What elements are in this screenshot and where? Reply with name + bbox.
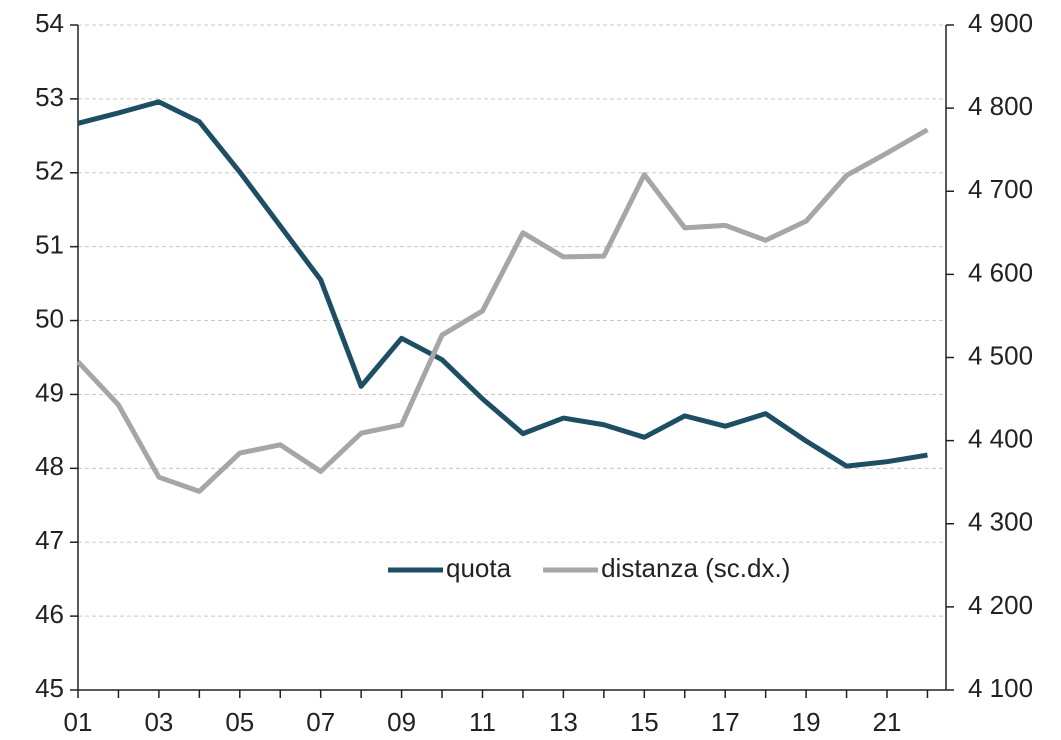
y-tick-label: 45	[35, 673, 64, 703]
legend-label: distanza (sc.dx.)	[601, 553, 790, 583]
x-tick-label: 19	[792, 707, 821, 737]
y2-tick-label: 4 700	[968, 174, 1033, 204]
y2-tick-label: 4 900	[968, 8, 1033, 38]
y2-tick-label: 4 800	[968, 91, 1033, 121]
x-tick-label: 21	[873, 707, 902, 737]
x-tick-label: 07	[306, 707, 335, 737]
y-tick-label: 49	[35, 377, 64, 407]
x-tick-label: 17	[711, 707, 740, 737]
y2-tick-label: 4 300	[968, 507, 1033, 537]
y-tick-label: 52	[35, 156, 64, 186]
x-tick-label: 11	[469, 707, 496, 737]
x-tick-label: 13	[549, 707, 578, 737]
y-tick-label: 51	[35, 230, 64, 260]
series-line	[77, 99, 928, 469]
y2-tick-label: 4 200	[968, 590, 1033, 620]
y2-tick-label: 4 500	[968, 340, 1033, 370]
y-tick-label: 54	[35, 8, 64, 38]
x-tick-label: 15	[630, 707, 659, 737]
y-tick-label: 48	[35, 451, 64, 481]
y-tick-label: 53	[35, 82, 64, 112]
y-tick-label: 47	[35, 525, 64, 555]
series-line	[76, 127, 929, 494]
x-tick-label: 03	[144, 707, 173, 737]
y-tick-label: 50	[35, 303, 64, 333]
y2-tick-label: 4 400	[968, 424, 1033, 454]
y-tick-label: 46	[35, 599, 64, 629]
legend-label: quota	[446, 553, 512, 583]
y2-tick-label: 4 600	[968, 257, 1033, 287]
y2-tick-label: 4 100	[968, 673, 1033, 703]
x-tick-label: 05	[225, 707, 254, 737]
x-tick-label: 01	[64, 707, 93, 737]
x-tick-label: 09	[387, 707, 416, 737]
